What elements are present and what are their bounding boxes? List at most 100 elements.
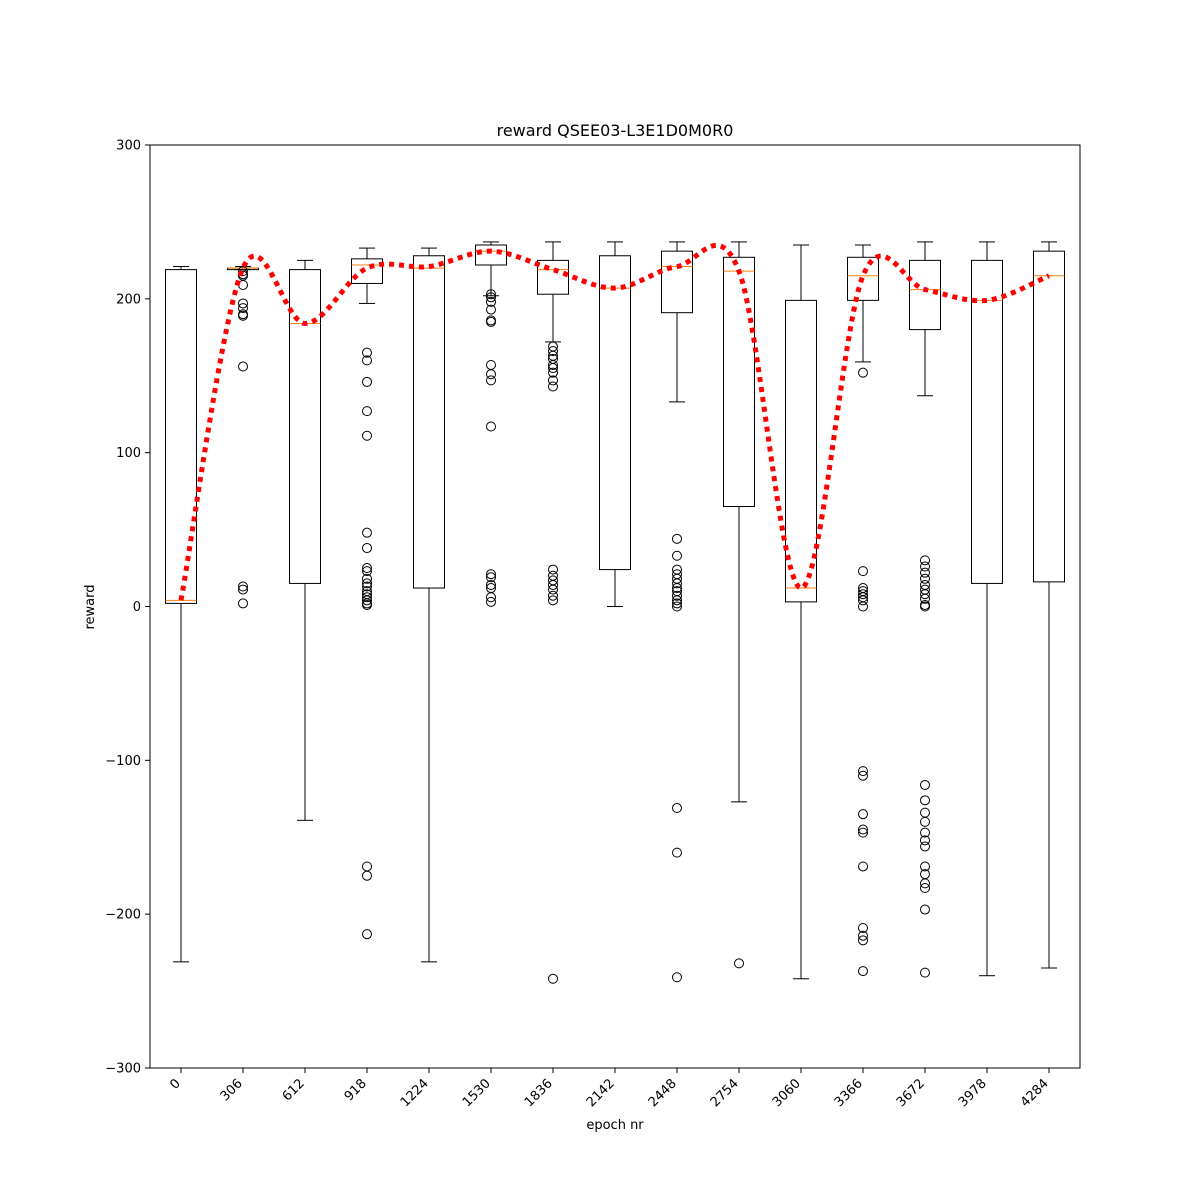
y-axis: −300 −200 −100 0 100 200 300 [105, 139, 150, 1077]
outlier-point [920, 589, 930, 600]
outlier-point [858, 861, 868, 872]
outlier-point [486, 316, 496, 327]
outlier-point [486, 572, 496, 583]
outlier-point [362, 592, 372, 603]
outlier-point [238, 361, 248, 372]
box-3366 [847, 244, 879, 977]
y-tick-label: 200 [116, 292, 141, 307]
outlier-point [920, 878, 930, 889]
iqr-box [165, 269, 197, 604]
outlier-point [362, 355, 372, 366]
outlier-point [362, 581, 372, 592]
outlier-point [920, 555, 930, 566]
y-tick-label: −100 [105, 754, 141, 769]
outlier-point [672, 847, 682, 858]
iqr-box [723, 256, 755, 508]
outlier-point [238, 598, 248, 609]
outlier-point [858, 770, 868, 781]
outlier-point [548, 359, 558, 370]
outlier-point [920, 573, 930, 584]
outlier-point [858, 809, 868, 820]
iqr-box [413, 255, 445, 589]
x-axis-label: epoch nr [586, 1118, 644, 1133]
outlier-point [486, 375, 496, 386]
iqr-box [785, 299, 817, 603]
outlier-point [858, 566, 868, 577]
outlier-point [548, 590, 558, 601]
outlier-point [362, 430, 372, 441]
outlier-point [920, 967, 930, 978]
outlier-point [548, 564, 558, 575]
outlier-point [920, 835, 930, 846]
box-3672 [909, 241, 941, 978]
box-3060 [785, 244, 817, 980]
box-1836 [537, 241, 569, 984]
outlier-point [672, 598, 682, 609]
outlier-point [920, 795, 930, 806]
outlier-point [920, 816, 930, 827]
outlier-point [486, 292, 496, 303]
outlier-point [362, 870, 372, 881]
outlier-point [858, 930, 868, 941]
y-tick-label: −300 [105, 1062, 141, 1077]
outlier-point [362, 347, 372, 358]
iqr-box [599, 255, 631, 571]
iqr-box [909, 259, 941, 331]
outlier-point [486, 579, 496, 590]
outlier-point [362, 543, 372, 554]
outlier-point [362, 527, 372, 538]
outlier-point [362, 573, 372, 584]
box-0 [165, 266, 197, 963]
outlier-point [238, 298, 248, 309]
outlier-point [548, 973, 558, 984]
box-4284 [1033, 241, 1065, 969]
outlier-point [858, 766, 868, 777]
outlier-point [920, 601, 930, 612]
plot-area [165, 241, 1065, 984]
outlier-point [486, 304, 496, 315]
outlier-point [362, 406, 372, 417]
box-2448 [661, 241, 693, 983]
iqr-box [351, 258, 383, 284]
outlier-point [672, 533, 682, 544]
outlier-point [486, 296, 496, 307]
outlier-point [486, 569, 496, 580]
y-tick-label: 0 [133, 600, 141, 615]
outlier-point [920, 841, 930, 852]
outlier-point [672, 550, 682, 561]
chart-title: reward QSEE03-L3E1D0M0R0 [497, 121, 734, 140]
outlier-point [238, 266, 248, 277]
outlier-point [672, 583, 682, 594]
outlier-point [486, 596, 496, 607]
outlier-point [920, 883, 930, 894]
outlier-point [920, 861, 930, 872]
iqr-box [537, 259, 569, 295]
outlier-point [920, 561, 930, 572]
outlier-point [238, 581, 248, 592]
outlier-point [486, 592, 496, 603]
outlier-point [548, 346, 558, 357]
outlier-point [858, 827, 868, 838]
iqr-box [289, 269, 321, 584]
outlier-point [362, 595, 372, 606]
outlier-point [362, 563, 372, 574]
outlier-point [548, 579, 558, 590]
outlier-point [858, 367, 868, 378]
iqr-box [661, 250, 693, 314]
iqr-box [1033, 250, 1065, 583]
box-1224 [413, 247, 445, 963]
outlier-point [486, 369, 496, 380]
outlier-point [548, 363, 558, 374]
outlier-point [548, 375, 558, 386]
y-tick-label: 300 [116, 139, 141, 154]
outlier-point [548, 584, 558, 595]
y-tick-label: 100 [116, 446, 141, 461]
outlier-point [362, 599, 372, 610]
mean-trend-line [178, 243, 1050, 601]
outlier-point [672, 803, 682, 814]
outlier-point [362, 929, 372, 940]
iqr-box [847, 256, 879, 301]
outlier-point [486, 289, 496, 300]
outlier-point [858, 589, 868, 600]
